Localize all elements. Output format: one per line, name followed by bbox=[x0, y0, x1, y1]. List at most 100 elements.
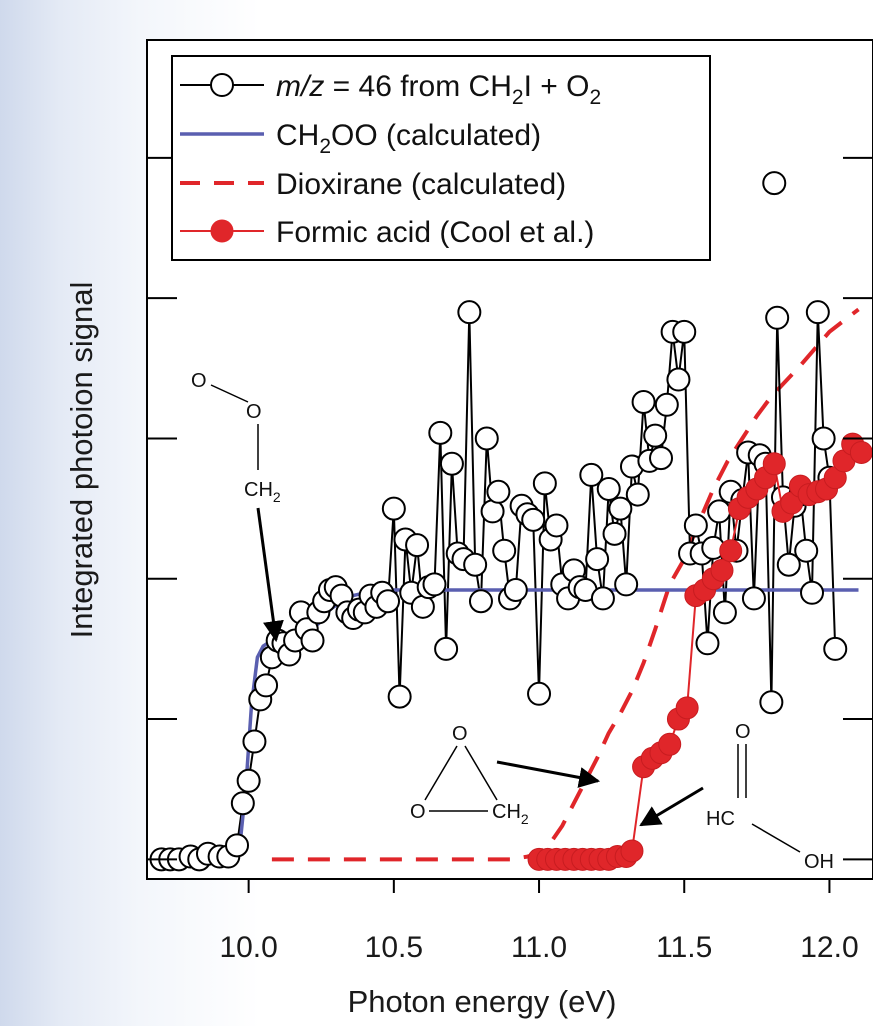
formic-o-top: O bbox=[735, 721, 751, 743]
legend-text-segment: m/z bbox=[276, 70, 324, 103]
series-mz46-point bbox=[532, 471, 557, 496]
series-mz46-point bbox=[544, 513, 569, 538]
series-mz46-point bbox=[463, 552, 488, 577]
ch2oo-ch2: CH2 bbox=[244, 479, 281, 505]
series-mz46-point bbox=[225, 833, 250, 858]
legend-label-dioxirane: Dioxirane (calculated) bbox=[276, 168, 566, 201]
dioxirane-o-top: O bbox=[452, 723, 468, 745]
x-axis-title: Photon energy (eV) bbox=[348, 984, 617, 1019]
series-mz46-point bbox=[614, 572, 639, 597]
series-mz46-point bbox=[625, 482, 650, 507]
series-formic-point bbox=[719, 539, 743, 563]
series-mz46-point bbox=[381, 496, 406, 521]
series-mz46-point bbox=[585, 547, 610, 572]
legend-text-segment: Dioxirane (calculated) bbox=[276, 168, 566, 201]
series-mz46-point bbox=[242, 729, 267, 754]
series-mz46-point bbox=[230, 791, 255, 816]
series-mz46-point bbox=[800, 580, 825, 605]
series-mz46-point bbox=[602, 521, 627, 546]
legend-label-mz46: m/z = 46 from CH2I + O2 bbox=[276, 70, 601, 109]
ch2oo-arrow bbox=[256, 507, 284, 643]
formic-hc: HC bbox=[706, 808, 735, 830]
series-mz46-point bbox=[474, 426, 499, 451]
series-mz46-point bbox=[492, 538, 517, 563]
y-axis-title: Integrated photoion signal bbox=[64, 282, 99, 639]
series-formic-point bbox=[658, 732, 682, 756]
series-mz46-point bbox=[236, 768, 261, 793]
series-mz46-point bbox=[805, 300, 830, 325]
series-mz46-point bbox=[439, 451, 464, 476]
dioxirane-o-left: O bbox=[410, 801, 426, 823]
legend-text-segment: 2 bbox=[589, 86, 601, 109]
series-mz46-point bbox=[666, 367, 691, 392]
formic-structure: O HC OH bbox=[639, 721, 834, 873]
series-mz46-point bbox=[631, 389, 656, 414]
series-mz46-point bbox=[794, 538, 819, 563]
formic-arrow bbox=[639, 786, 704, 827]
series-mz46-point bbox=[712, 600, 737, 625]
series-mz46-point bbox=[434, 636, 459, 661]
plot-frame bbox=[146, 39, 873, 880]
series-mz46-point bbox=[428, 420, 453, 445]
dioxirane-arrow bbox=[496, 760, 601, 788]
series-mz46-point bbox=[480, 499, 505, 524]
series-mz46-point bbox=[654, 392, 679, 417]
series-mz46-point bbox=[741, 586, 766, 611]
formic-oh: OH bbox=[804, 851, 834, 873]
series-mz46-point bbox=[457, 300, 482, 325]
legend-swatch-formic bbox=[180, 219, 264, 243]
series-mz46-point bbox=[765, 305, 790, 330]
series-mz46-point bbox=[759, 690, 784, 715]
series-mz46-point bbox=[608, 496, 633, 521]
series-mz46-point bbox=[672, 319, 697, 344]
series-mz46-point bbox=[503, 577, 528, 602]
series-mz46-point bbox=[410, 594, 435, 619]
series-mz46-point bbox=[707, 499, 732, 524]
series-mz46-point bbox=[405, 533, 430, 558]
series-formic-point bbox=[762, 452, 786, 476]
legend-label-ch2oo: CH2OO (calculated) bbox=[276, 119, 541, 158]
x-tick-label: 11.0 bbox=[511, 931, 567, 964]
series-mz46-point bbox=[254, 673, 279, 698]
x-tick-label: 10.0 bbox=[219, 931, 277, 964]
dioxirane-bond-left bbox=[424, 745, 458, 801]
series-mz46-point bbox=[376, 589, 401, 614]
dioxirane-bond-right bbox=[464, 745, 498, 801]
ch2oo-o-top: O bbox=[191, 370, 207, 392]
legend-text-segment: 2 bbox=[319, 135, 331, 158]
series-formic-point bbox=[849, 440, 873, 464]
legend-text-segment: Formic acid (Cool et al.) bbox=[276, 216, 594, 249]
series-mz46-point bbox=[776, 552, 801, 577]
series-mz46-point bbox=[649, 446, 674, 471]
series-mz46-point bbox=[596, 476, 621, 501]
series-mz46-point bbox=[521, 507, 546, 532]
legend-text-segment: 2 bbox=[512, 86, 524, 109]
x-tick-label: 10.5 bbox=[365, 931, 423, 964]
series-mz46-point bbox=[468, 589, 493, 614]
series-mz46-point bbox=[422, 572, 447, 597]
series-mz46-point bbox=[762, 171, 787, 196]
ch2oo-o-mid: O bbox=[246, 401, 262, 423]
series-mz46-point bbox=[823, 636, 848, 661]
dioxirane-ch2: CH2 bbox=[492, 801, 529, 827]
dioxirane-structure: O O CH2 bbox=[410, 723, 601, 827]
axes-layer: 10.0 10.5 11.0 11.5 12.0 bbox=[147, 156, 873, 964]
ch2oo-oo-bond bbox=[210, 384, 249, 403]
series-mz46-point bbox=[527, 681, 552, 706]
legend-swatch-mz46 bbox=[180, 73, 264, 97]
series-mz46-point bbox=[300, 628, 325, 653]
x-tick-label: 12.0 bbox=[800, 931, 858, 964]
x-tick-label: 11.5 bbox=[656, 931, 712, 964]
legend-box bbox=[171, 55, 711, 261]
formic-c-oh-bond bbox=[751, 823, 801, 853]
series-mz46-point bbox=[387, 684, 412, 709]
series-mz46-point bbox=[590, 586, 615, 611]
series-mz46-point bbox=[695, 631, 720, 656]
legend-label-formic: Formic acid (Cool et al.) bbox=[276, 216, 594, 249]
series-mz46-point bbox=[811, 426, 836, 451]
series-mz46-point bbox=[486, 479, 511, 504]
legend-text-segment: OO (calculated) bbox=[331, 119, 541, 152]
legend-text-segment: CH bbox=[276, 119, 319, 152]
series-formic-point bbox=[710, 558, 734, 582]
series-mz46-point bbox=[643, 423, 668, 448]
